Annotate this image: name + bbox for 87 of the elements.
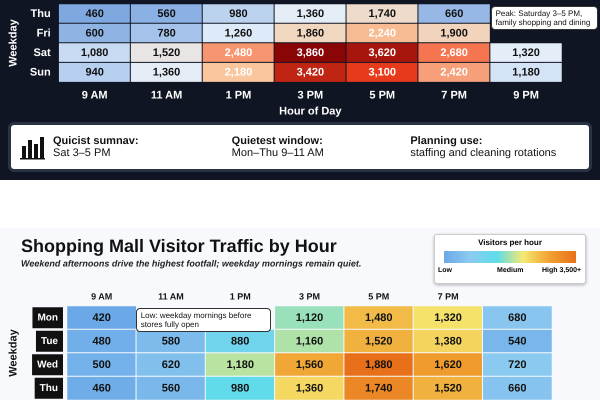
data-label: 580 (162, 335, 180, 348)
y-tick-label: Fri (36, 27, 51, 40)
x-tick-label: 9 PM (513, 90, 539, 102)
text: Planning use: (410, 135, 484, 147)
data-label: 1,320 (512, 46, 540, 59)
data-label: 980 (229, 8, 248, 20)
note-box: Peak: Saturday 3–5 PM, family shopping and dining (490, 6, 598, 30)
data-label: 1,160 (296, 335, 324, 348)
data-label: 1,360 (152, 66, 180, 78)
data-label: 560 (162, 382, 180, 394)
data-label: 2,420 (440, 66, 468, 78)
data-label: 1,480 (365, 312, 393, 324)
x-tick-label: 5 PM (369, 90, 396, 102)
data-label: 1,620 (434, 358, 462, 371)
data-label: 980 (231, 382, 250, 394)
y-axis-title: Weekday (8, 18, 20, 67)
chart-subtitle: Weekend afternoons drive the highest footfall; weekday mornings remain quiet. (21, 258, 362, 268)
data-label: 460 (85, 8, 104, 20)
text: Quicist sumnav: (53, 135, 140, 147)
text: Sat 3–5 PM (53, 147, 110, 159)
data-label: 1,380 (434, 335, 462, 348)
data-label: 1,360 (296, 382, 324, 394)
data-label: 940 (85, 66, 104, 78)
x-tick-label: 9 AM (91, 292, 112, 302)
note-box: Low: weekday mornings before stores fully open (136, 308, 272, 332)
data-label: 1,320 (434, 312, 462, 324)
data-label: 660 (444, 8, 464, 20)
x-tick-label: 11 AM (150, 90, 182, 102)
y-tick-label: Mon (37, 312, 58, 324)
data-label: 1,560 (296, 358, 324, 371)
x-tick-label: 3 PM (297, 90, 324, 102)
data-label: 3,620 (368, 46, 396, 59)
x-tick-label: 1 PM (226, 90, 252, 102)
data-label: 1,120 (296, 312, 324, 324)
x-tick-label: 5 PM (368, 292, 390, 302)
text: Quietest window: (232, 135, 324, 147)
y-tick-label: Thu (30, 8, 51, 20)
data-label: 3,100 (368, 66, 396, 78)
text: Mon–Thu 9–11 AM (232, 147, 324, 159)
text: staffing and cleaning rotations (410, 147, 556, 159)
data-label: 1,880 (365, 358, 393, 371)
x-tick-label: 7 PM (441, 90, 467, 102)
data-label: 1,260 (224, 27, 252, 40)
data-label: 420 (92, 312, 111, 324)
data-label: 720 (508, 358, 527, 371)
data-label: 1,860 (296, 27, 324, 40)
x-tick-label: 11 AM (158, 292, 184, 302)
x-tick-label: 3 PM (298, 292, 320, 302)
color-bar-title: Visitors per hour (477, 238, 543, 247)
data-label: 1,080 (80, 46, 108, 59)
data-label: 620 (162, 358, 180, 371)
data-label: 2,180 (224, 66, 252, 78)
data-label: 1,740 (365, 382, 393, 394)
x-tick-label: 7 PM (438, 292, 459, 302)
x-tick-label: 9 AM (82, 90, 108, 102)
data-label: 660 (508, 382, 527, 394)
data-label: 1,520 (365, 335, 393, 348)
data-label: 1,740 (368, 8, 396, 20)
y-tick-label: Thu (40, 382, 58, 394)
data-label: 880 (231, 335, 250, 348)
chart-title: Shopping Mall Visitor Traffic by Hour (21, 236, 337, 256)
y-tick-label: Wed (37, 359, 58, 370)
data-label: 1,520 (434, 382, 462, 394)
x-axis-title: Hour of Day (279, 106, 342, 118)
data-label: 500 (92, 358, 111, 371)
data-label: 1,180 (512, 66, 540, 78)
data-label: 2,240 (368, 27, 396, 40)
data-label: 560 (157, 8, 176, 20)
data-label: 540 (508, 335, 527, 348)
data-label: 3,860 (296, 46, 324, 59)
data-label: 780 (157, 27, 176, 40)
y-tick-label: Tue (40, 336, 58, 347)
data-label: 3,420 (296, 66, 324, 78)
data-label: 680 (508, 312, 527, 324)
data-label: 480 (92, 335, 111, 348)
data-label: 600 (85, 27, 104, 40)
data-label: 1,900 (440, 27, 468, 40)
data-label: 2,480 (224, 46, 252, 59)
data-label: 1,360 (296, 8, 324, 20)
y-tick-label: Sun (30, 66, 51, 78)
data-label: 2,680 (440, 46, 468, 59)
data-label: 460 (92, 382, 111, 394)
y-tick-label: Sat (34, 46, 52, 59)
data-label: 1,520 (152, 46, 180, 59)
y-axis-title: Weekday (8, 328, 20, 377)
x-tick-label: 1 PM (230, 292, 251, 302)
data-label: 1,180 (226, 358, 254, 371)
